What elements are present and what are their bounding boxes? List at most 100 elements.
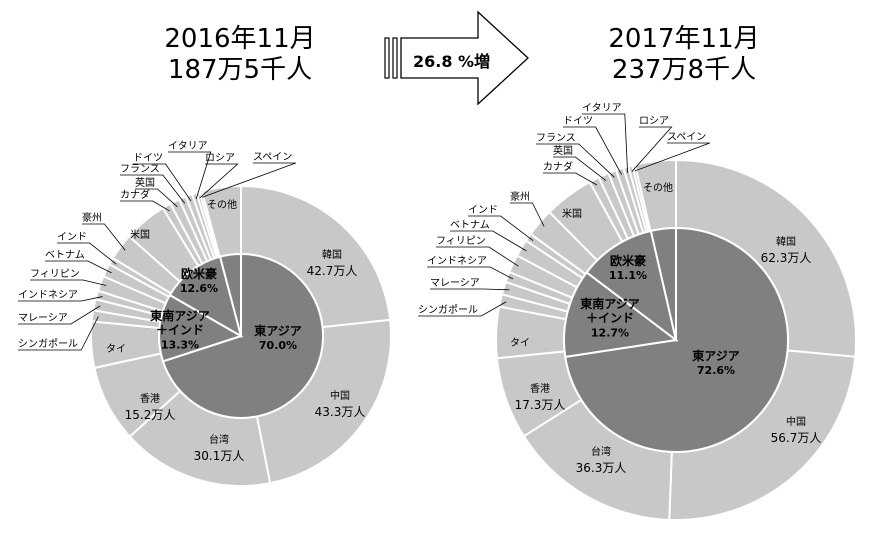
y2016-callout-label-17: イタリア xyxy=(168,140,208,152)
y2016-outer-label-12: 米国 xyxy=(130,228,150,241)
y2016-leader-line-13 xyxy=(120,200,170,212)
y2017-leader-line-15 xyxy=(536,143,615,178)
y2017-callout-label-18: ロシア xyxy=(639,116,669,127)
y2017-outer-label-12: 米国 xyxy=(562,207,582,220)
y2017-leader-line-5 xyxy=(418,301,507,317)
y2016-callout-label-9: ベトナム xyxy=(45,249,85,261)
y2017-callout-label-6: マレーシア xyxy=(430,278,480,289)
y2016-callout-label-11: 豪州 xyxy=(82,211,102,224)
y2016-outer-label-2: 台湾 xyxy=(209,433,229,446)
y2016-outer-amount-2: 30.1万人 xyxy=(194,449,245,463)
y2016-leader-line-17 xyxy=(168,151,212,200)
y2016-callout-label-13: カナダ xyxy=(120,188,150,201)
y2016-leader-line-8 xyxy=(30,279,107,286)
y2017-leader-line-8 xyxy=(436,246,519,267)
y2017-callout-label-5: シンガポール xyxy=(418,304,478,316)
chart-right-title: 2017年11月 237万8千人 xyxy=(584,24,784,86)
y2017-outer-label-3: 香港 xyxy=(530,383,550,395)
y2016-callout-label-8: フィリピン xyxy=(30,268,80,280)
y2017-leader-line-11 xyxy=(510,202,545,227)
y2016-callout-label-5: シンガポール xyxy=(18,338,78,350)
y2017-callout-label-13: カナダ xyxy=(543,160,573,173)
y2016-outer-amount-1: 43.3万人 xyxy=(315,405,366,419)
y2017-callout-label-16: ドイツ xyxy=(563,116,593,127)
y2017-callout-label-14: 英国 xyxy=(553,144,573,157)
chart-left-title: 2016年11月 187万5千人 xyxy=(140,24,340,86)
y2017-outer-label-1: 中国 xyxy=(786,415,806,428)
y2017-leader-line-16 xyxy=(563,126,622,175)
y2016-outer-label-0: 韓国 xyxy=(322,249,342,261)
y2017-inner-label-2: 欧米豪 xyxy=(610,253,646,268)
y2017-callout-label-11: 豪州 xyxy=(510,190,530,203)
y2017-leader-line-6 xyxy=(430,288,510,291)
y2017-inner-percent-0: 72.6% xyxy=(697,364,735,377)
y2017-outer-label-4: タイ xyxy=(510,337,530,349)
y2016-inner-percent-1: 13.3% xyxy=(161,338,199,351)
y2017-leader-line-14 xyxy=(553,156,607,182)
y2016-inner-label-0: 東アジア xyxy=(254,323,302,338)
y2016-leader-line-10 xyxy=(57,242,117,265)
y2016-outer-label-3: 香港 xyxy=(140,393,160,405)
y2017-callout-label-19: スペイン xyxy=(667,132,706,143)
y2016-callout-label-14: 英国 xyxy=(135,176,155,189)
y2016-callout-label-10: インド xyxy=(57,232,87,243)
growth-arrow xyxy=(384,10,529,106)
y2017-inner-slice-3 xyxy=(649,226,677,341)
y2016-leader-line-15 xyxy=(120,174,186,204)
arrow-bar-2 xyxy=(392,37,398,79)
y2016-outer-amount-0: 42.7万人 xyxy=(307,264,358,278)
chart-right-title-line2: 237万8千人 xyxy=(611,55,757,85)
y2017-callout-label-7: インドネシア xyxy=(427,255,487,267)
y2016-callout-label-15: フランス xyxy=(120,163,160,175)
y2016-leader-line-5 xyxy=(18,316,99,351)
y2017-inner-percent-2: 11.1% xyxy=(609,269,647,282)
y2017-inner-label-1: 東南アジア＋インド xyxy=(580,296,640,325)
y2016-inner-percent-0: 70.0% xyxy=(259,339,297,352)
y2016-leader-line-9 xyxy=(45,260,112,274)
y2017-inner-label-0: 東アジア xyxy=(692,348,740,363)
y2017-callout-label-15: フランス xyxy=(536,132,576,144)
arrow-shape xyxy=(400,10,529,106)
y2016-leader-line-14 xyxy=(135,188,178,208)
y2016-leader-line-11 xyxy=(82,223,126,251)
y2016-leader-line-18 xyxy=(199,163,239,199)
y2016-inner-slice-1 xyxy=(158,293,244,363)
y2017-outer-amount-0: 62.3万人 xyxy=(761,251,812,265)
y2017-callout-label-10: インド xyxy=(468,205,498,216)
y2017-outer-amount-2: 36.3万人 xyxy=(576,461,627,475)
y2016-callout-label-19: スペイン xyxy=(253,152,292,163)
y2016-leader-line-16 xyxy=(133,163,192,202)
chart-left-title-line2: 187万5千人 xyxy=(167,55,313,85)
y2017-leader-line-7 xyxy=(427,266,514,280)
arrow-bar-1 xyxy=(384,37,390,79)
y2016-leader-line-7 xyxy=(18,296,103,302)
y2017-outer-label-0: 韓国 xyxy=(776,236,796,248)
y2017-outer-amount-3: 17.3万人 xyxy=(515,398,566,412)
chart-left-title-line1: 2016年11月 xyxy=(164,24,316,54)
y2017-outer-amount-1: 56.7万人 xyxy=(771,431,822,445)
y2016-inner-label-1: 東南アジア＋インド xyxy=(150,308,210,337)
y2017-inner-slice-2 xyxy=(585,229,678,343)
y2017-inner-percent-1: 12.7% xyxy=(591,326,629,339)
y2016-outer-label-1: 中国 xyxy=(330,389,350,402)
y2017-callout-label-17: イタリア xyxy=(582,102,622,114)
y2017-leader-line-13 xyxy=(543,172,598,186)
y2016-inner-label-2: 欧米豪 xyxy=(181,266,217,281)
y2016-callout-label-18: ロシア xyxy=(205,153,235,164)
y2016-callout-label-16: ドイツ xyxy=(133,153,163,164)
y2017-callout-label-8: フィリピン xyxy=(436,235,486,247)
y2017-leader-line-17 xyxy=(582,113,629,173)
y2017-outer-label-20: その他 xyxy=(643,181,673,194)
y2016-outer-label-4: タイ xyxy=(106,343,126,355)
y2016-inner-slice-0 xyxy=(161,252,324,419)
chart-right-title-line1: 2017年11月 xyxy=(608,24,760,54)
y2017-leader-line-10 xyxy=(468,215,534,241)
y2016-inner-slice-3 xyxy=(218,252,242,337)
y2017-leader-line-18 xyxy=(631,126,673,172)
y2016-leader-line-6 xyxy=(18,305,101,325)
y2016-outer-label-20: その他 xyxy=(207,198,237,211)
y2016-leader-line-19 xyxy=(202,162,296,198)
